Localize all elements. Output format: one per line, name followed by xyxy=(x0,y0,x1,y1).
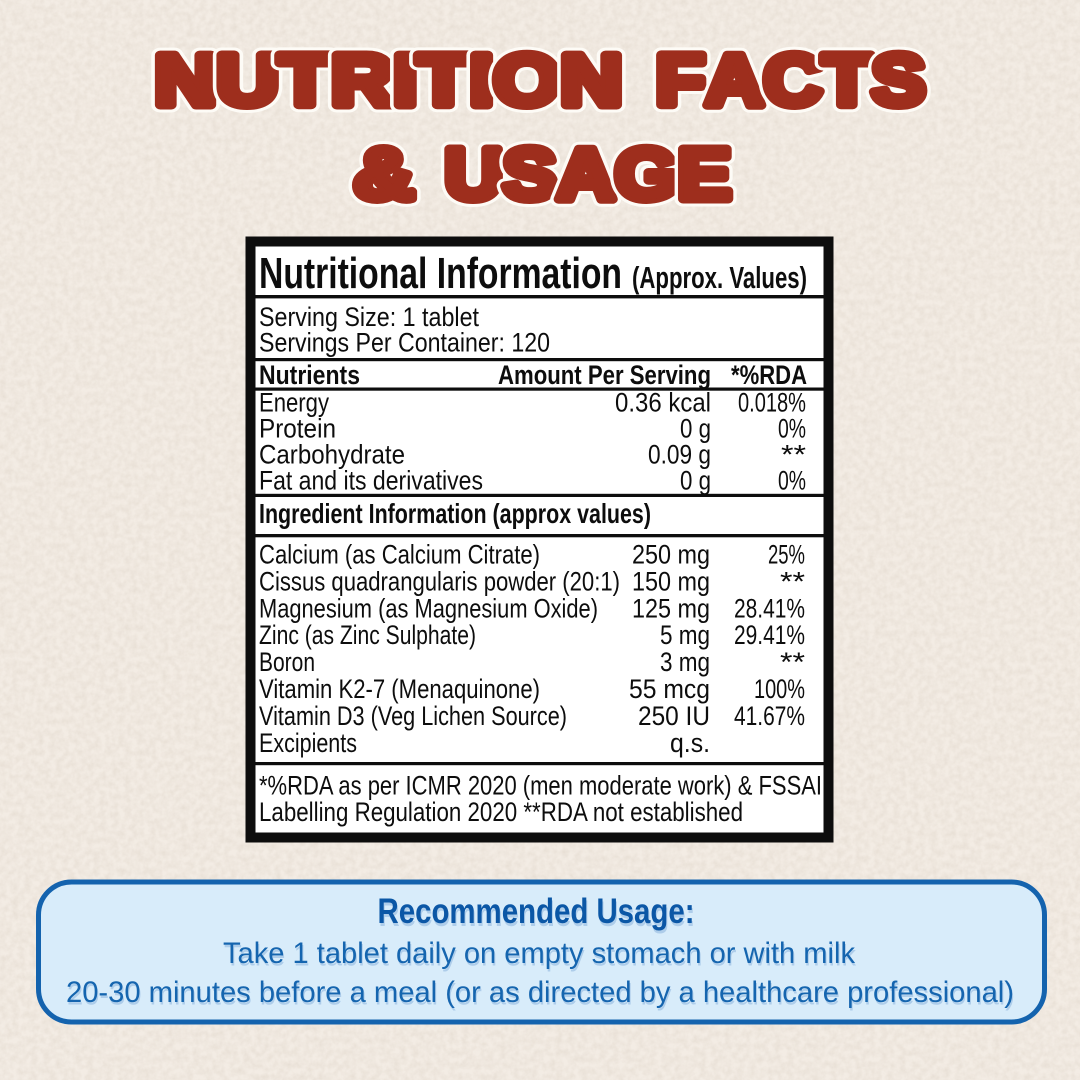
svg-text:N: N xyxy=(155,41,217,121)
svg-text:R: R xyxy=(331,41,393,121)
svg-text:S: S xyxy=(872,41,926,121)
svg-text:Fat and its derivatives: Fat and its derivatives xyxy=(259,465,483,495)
svg-text:28.41%: 28.41% xyxy=(734,593,805,623)
svg-text:**: ** xyxy=(780,647,806,677)
svg-text:&: & xyxy=(354,135,415,215)
svg-text:Magnesium (as Magnesium Oxide): Magnesium (as Magnesium Oxide) xyxy=(259,593,598,623)
svg-text:0.36 kcal: 0.36 kcal xyxy=(615,387,711,417)
svg-text:N: N xyxy=(560,41,622,121)
svg-text:F: F xyxy=(656,41,705,121)
svg-text:20-30 minutes before a meal (o: 20-30 minutes before a meal (or as direc… xyxy=(67,979,1015,1012)
svg-text:G: G xyxy=(615,135,678,215)
svg-text:20-30 minutes before a meal (o: 20-30 minutes before a meal (or as direc… xyxy=(66,976,1014,1009)
svg-text:Zinc (as Zinc Sulphate): Zinc (as Zinc Sulphate) xyxy=(259,620,476,650)
svg-text:T: T xyxy=(822,41,871,121)
svg-text:S: S xyxy=(503,135,557,215)
svg-text:Vitamin K2-7 (Menaquinone): Vitamin K2-7 (Menaquinone) xyxy=(259,674,540,704)
svg-text:E: E xyxy=(678,135,732,215)
svg-text:N: N xyxy=(560,41,622,121)
svg-text:Boron: Boron xyxy=(259,647,315,677)
svg-text:Servings Per Container: 120: Servings Per Container: 120 xyxy=(259,328,550,358)
svg-text:S: S xyxy=(872,41,926,121)
svg-text:25%: 25% xyxy=(768,540,805,570)
svg-text:55 mcg: 55 mcg xyxy=(629,674,710,704)
svg-text:100%: 100% xyxy=(754,674,805,704)
svg-text:Energy: Energy xyxy=(259,387,329,417)
svg-text:41.67%: 41.67% xyxy=(734,701,805,731)
svg-text:Take 1 tablet daily on empty s: Take 1 tablet daily on empty stomach or … xyxy=(224,940,857,973)
svg-text:U: U xyxy=(217,41,279,121)
svg-text:T: T xyxy=(417,41,470,121)
svg-text:**: ** xyxy=(780,566,806,596)
svg-text:Recommended Usage:: Recommended Usage: xyxy=(378,892,695,931)
svg-text:29.41%: 29.41% xyxy=(734,620,805,650)
svg-text:Nutritional Information: Nutritional Information xyxy=(259,249,622,298)
svg-text:3 mg: 3 mg xyxy=(660,647,710,677)
svg-text:T: T xyxy=(279,41,332,121)
svg-text:0 g: 0 g xyxy=(680,413,711,443)
svg-text:Calcium (as Calcium Citrate): Calcium (as Calcium Citrate) xyxy=(259,540,540,570)
svg-text:**: ** xyxy=(781,439,807,469)
svg-text:*%RDA as per ICMR 2020 (men mo: *%RDA as per ICMR 2020 (men moderate wor… xyxy=(259,770,822,800)
svg-text:A: A xyxy=(705,41,763,121)
svg-text:S: S xyxy=(503,135,557,215)
svg-text:0 g: 0 g xyxy=(680,465,711,495)
svg-text:A: A xyxy=(557,135,615,215)
svg-text:5 mg: 5 mg xyxy=(660,620,710,650)
svg-text:250 mg: 250 mg xyxy=(632,540,710,570)
svg-text:I: I xyxy=(470,41,494,121)
svg-text:T: T xyxy=(822,41,871,121)
svg-text:Excipients: Excipients xyxy=(259,728,357,758)
svg-text:O: O xyxy=(494,41,561,121)
svg-text:A: A xyxy=(557,135,615,215)
svg-text:Ingredient Information (approx: Ingredient Information (approx values) xyxy=(259,498,651,529)
svg-text:U: U xyxy=(445,135,503,215)
svg-text:*%RDA: *%RDA xyxy=(731,360,807,390)
svg-text:q.s.: q.s. xyxy=(670,728,710,758)
svg-text:A: A xyxy=(705,41,763,121)
svg-text:0%: 0% xyxy=(778,413,806,443)
svg-text:0.018%: 0.018% xyxy=(738,387,806,417)
svg-text:Nutrients: Nutrients xyxy=(259,360,360,390)
svg-text:I: I xyxy=(393,41,417,121)
svg-text:Serving Size: 1 tablet: Serving Size: 1 tablet xyxy=(259,302,479,332)
svg-text:F: F xyxy=(656,41,705,121)
svg-text:T: T xyxy=(279,41,332,121)
svg-text:U: U xyxy=(445,135,503,215)
svg-text:R: R xyxy=(331,41,393,121)
svg-text:250 IU: 250 IU xyxy=(638,701,710,731)
svg-text:U: U xyxy=(217,41,279,121)
svg-text:&: & xyxy=(354,135,415,215)
svg-text:Recommended Usage:: Recommended Usage: xyxy=(379,895,696,934)
svg-text:E: E xyxy=(678,135,732,215)
svg-text:Protein: Protein xyxy=(259,413,336,443)
svg-text:Take 1 tablet daily on empty s: Take 1 tablet daily on empty stomach or … xyxy=(223,937,856,970)
svg-text:Vitamin D3 (Veg Lichen Source): Vitamin D3 (Veg Lichen Source) xyxy=(259,701,567,731)
svg-text:Labelling Regulation 2020 **RD: Labelling Regulation 2020 **RDA not esta… xyxy=(259,797,743,827)
svg-text:O: O xyxy=(494,41,561,121)
svg-text:C: C xyxy=(764,41,822,121)
svg-text:Amount Per Serving: Amount Per Serving xyxy=(498,360,711,390)
svg-text:G: G xyxy=(615,135,678,215)
svg-text:(Approx. Values): (Approx. Values) xyxy=(632,260,807,295)
svg-text:Cissus quadrangularis powder (: Cissus quadrangularis powder (20:1) xyxy=(259,566,620,596)
svg-text:C: C xyxy=(764,41,822,121)
svg-text:Carbohydrate: Carbohydrate xyxy=(259,439,405,469)
svg-text:150 mg: 150 mg xyxy=(632,566,710,596)
svg-text:T: T xyxy=(417,41,470,121)
svg-text:0%: 0% xyxy=(778,465,806,495)
svg-text:125 mg: 125 mg xyxy=(632,593,710,623)
svg-text:0.09 g: 0.09 g xyxy=(648,439,711,469)
svg-text:N: N xyxy=(155,41,217,121)
